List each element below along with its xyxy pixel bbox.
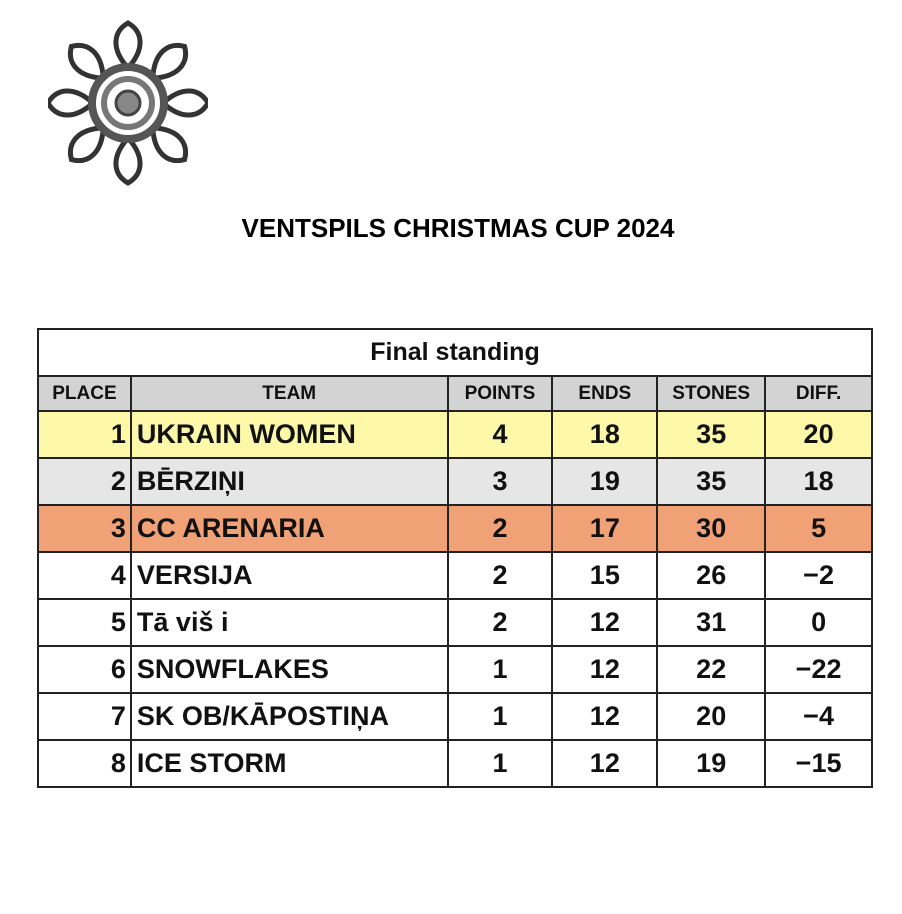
stones-cell: 22	[656, 645, 767, 694]
ends-cell: 12	[551, 645, 659, 694]
points-cell: 1	[446, 739, 554, 788]
ends-cell: 12	[551, 739, 659, 788]
table-body: Final standing PLACE TEAM POINTS ENDS STONES…	[37, 328, 873, 788]
team-cell: SK OB/KĀPOSTIŅA	[129, 692, 449, 741]
diff-cell: 0	[764, 598, 873, 647]
table-caption: Final standing	[37, 328, 873, 377]
points-cell: 3	[446, 457, 554, 506]
standings-table: Final standing PLACE TEAM POINTS ENDS STONES…	[37, 328, 873, 788]
stones-cell: 26	[656, 551, 767, 600]
diff-cell: −2	[764, 551, 873, 600]
header-row: PLACE TEAM POINTS ENDS STONES DIFF.	[37, 375, 873, 412]
stones-cell: 20	[656, 692, 767, 741]
points-cell: 2	[446, 598, 554, 647]
column-header: ENDS	[551, 375, 659, 412]
diff-cell: −4	[764, 692, 873, 741]
standing-row: 8 ICE STORM 1 12 19 −15	[37, 739, 873, 788]
points-cell: 1	[446, 692, 554, 741]
diff-cell: −15	[764, 739, 873, 788]
diff-cell: 5	[764, 504, 873, 553]
place-cell: 1	[37, 410, 132, 459]
team-cell: VERSIJA	[129, 551, 449, 600]
points-cell: 1	[446, 645, 554, 694]
place-cell: 2	[37, 457, 132, 506]
stones-cell: 30	[656, 504, 767, 553]
column-header: POINTS	[446, 375, 554, 412]
diff-cell: 18	[764, 457, 873, 506]
team-cell: BĒRZIŅI	[129, 457, 449, 506]
standing-row: 2 BĒRZIŅI 3 19 35 18	[37, 457, 873, 506]
standing-row: 3 CC ARENARIA 2 17 30 5	[37, 504, 873, 553]
points-cell: 2	[446, 551, 554, 600]
ends-cell: 12	[551, 598, 659, 647]
team-cell: UKRAIN WOMEN	[129, 410, 449, 459]
column-header: TEAM	[129, 375, 449, 412]
title: VENTSPILS CHRISTMAS CUP 2024	[241, 213, 675, 243]
ends-cell: 19	[551, 457, 659, 506]
standing-row: 1 UKRAIN WOMEN 4 18 35 20	[37, 410, 873, 459]
column-header: DIFF.	[764, 375, 873, 412]
standing-row: 4 VERSIJA 2 15 26 −2	[37, 551, 873, 600]
ends-cell: 15	[551, 551, 659, 600]
points-cell: 4	[446, 410, 554, 459]
ends-cell: 17	[551, 504, 659, 553]
place-cell: 6	[37, 645, 132, 694]
ends-cell: 12	[551, 692, 659, 741]
standing-row: 7 SK OB/KĀPOSTIŅA 1 12 20 −4	[37, 692, 873, 741]
stones-cell: 31	[656, 598, 767, 647]
team-cell: ICE STORM	[129, 739, 449, 788]
team-cell: SNOWFLAKES	[129, 645, 449, 694]
stones-cell: 19	[656, 739, 767, 788]
column-header: PLACE	[37, 375, 132, 412]
standing-row: 5 Tā viš i 2 12 31 0	[37, 598, 873, 647]
stones-cell: 35	[656, 410, 767, 459]
points-cell: 2	[446, 504, 554, 553]
caption-row: Final standing	[37, 328, 873, 377]
standing-row: 6 SNOWFLAKES 1 12 22 −22	[37, 645, 873, 694]
place-cell: 4	[37, 551, 132, 600]
diff-cell: 20	[764, 410, 873, 459]
diff-cell: −22	[764, 645, 873, 694]
column-header: STONES	[656, 375, 767, 412]
place-cell: 3	[37, 504, 132, 553]
team-cell: Tā viš i	[129, 598, 449, 647]
logo	[48, 20, 208, 190]
place-cell: 8	[37, 739, 132, 788]
team-cell: CC ARENARIA	[129, 504, 449, 553]
place-cell: 7	[37, 692, 132, 741]
stones-cell: 35	[656, 457, 767, 506]
place-cell: 5	[37, 598, 132, 647]
ends-cell: 18	[551, 410, 659, 459]
